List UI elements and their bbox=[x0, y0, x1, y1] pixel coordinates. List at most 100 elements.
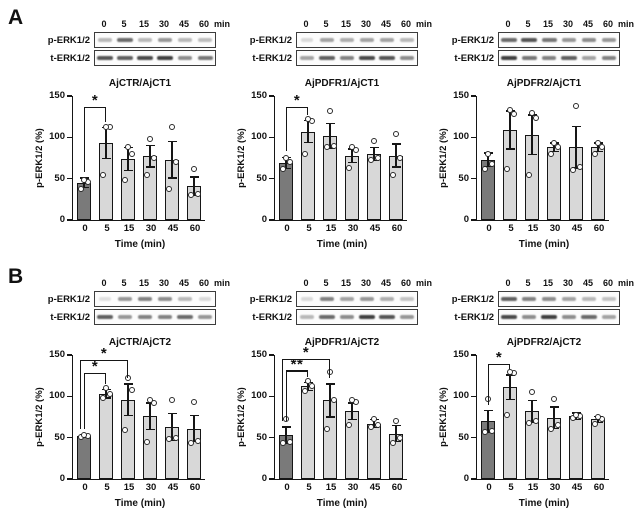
time-point-label: 60 bbox=[400, 278, 411, 288]
x-tick-label: 30 bbox=[347, 223, 359, 234]
data-point bbox=[81, 177, 87, 184]
data-point bbox=[99, 172, 106, 179]
data-point bbox=[143, 171, 150, 178]
blot-lane bbox=[539, 37, 559, 43]
blot-lane bbox=[95, 55, 115, 61]
blot-lane bbox=[397, 296, 417, 302]
blot-membrane bbox=[498, 291, 620, 307]
blot-lane bbox=[297, 314, 317, 320]
time-unit-label: min bbox=[416, 278, 433, 288]
blot-row: t-ERK1/2 bbox=[242, 50, 426, 66]
data-point bbox=[396, 155, 403, 161]
blot-lane bbox=[135, 55, 155, 61]
sig-asterisk: * bbox=[293, 92, 301, 110]
blot-row: p-ERK1/2 bbox=[40, 291, 224, 307]
bar bbox=[591, 419, 605, 479]
time-unit-label: min bbox=[214, 19, 231, 29]
error-bar-line bbox=[531, 400, 533, 422]
x-tick-label: 5 bbox=[104, 482, 110, 493]
blot-lane bbox=[579, 314, 599, 320]
sig-bracket-drop bbox=[306, 108, 308, 116]
y-axis: 0 50 100 150 bbox=[46, 350, 72, 484]
x-tick-label: 30 bbox=[145, 223, 157, 234]
error-bar-line bbox=[553, 143, 555, 152]
error-bar-line bbox=[575, 126, 577, 168]
data-point bbox=[485, 150, 491, 157]
blot-lane bbox=[357, 55, 377, 61]
protein-band bbox=[521, 37, 537, 43]
blot-lane bbox=[377, 296, 397, 302]
blot-lane bbox=[317, 37, 337, 43]
data-point bbox=[308, 383, 315, 390]
y-tick-mark bbox=[67, 219, 72, 221]
error-bar-line bbox=[193, 415, 195, 442]
data-point bbox=[367, 157, 374, 164]
y-axis-label-wrap: p-ERK1/2 (%) bbox=[34, 355, 46, 479]
blot-lane bbox=[317, 314, 337, 320]
protein-band bbox=[340, 296, 354, 302]
blot-membrane bbox=[94, 291, 216, 307]
chart-title: AjPDFR2/AjCT1 bbox=[506, 78, 582, 89]
blot-membrane bbox=[94, 32, 216, 48]
panel-b-label: B bbox=[8, 265, 24, 288]
blot-lane bbox=[599, 55, 619, 61]
protein-band bbox=[137, 55, 153, 61]
protein-band bbox=[540, 314, 558, 320]
blot-lane bbox=[155, 55, 175, 61]
error-bar-cap bbox=[167, 177, 177, 179]
data-point bbox=[279, 439, 286, 446]
data-point bbox=[576, 164, 583, 171]
blot-lane bbox=[539, 314, 559, 320]
error-bar-line bbox=[171, 141, 173, 178]
sig-bracket-drop bbox=[488, 364, 490, 405]
y-tick-label: 0 bbox=[463, 473, 469, 484]
y-axis-label-wrap: p-ERK1/2 (%) bbox=[236, 355, 248, 479]
data-point bbox=[150, 399, 157, 406]
error-bar-line bbox=[127, 383, 129, 416]
data-point bbox=[595, 414, 601, 420]
y-axis: 0 50 100 150 bbox=[46, 91, 72, 225]
blot-antibody-label: t-ERK1/2 bbox=[252, 311, 292, 323]
x-tick-label: 60 bbox=[593, 223, 605, 234]
error-bar-cap bbox=[325, 122, 335, 124]
protein-band bbox=[177, 314, 193, 320]
sig-bracket-drop bbox=[84, 108, 86, 173]
y-tick-label: 150 bbox=[251, 349, 267, 360]
data-point bbox=[529, 109, 535, 116]
chart-plot-area: p-ERK1/2 (%) 0 50 100 150 * * bbox=[34, 346, 224, 484]
blot-lane bbox=[499, 37, 519, 43]
blot-antibody-label: p-ERK1/2 bbox=[451, 293, 494, 305]
time-point-label: 45 bbox=[582, 19, 593, 29]
blot-antibody-label: t-ERK1/2 bbox=[454, 311, 494, 323]
y-tick-mark bbox=[471, 354, 476, 356]
protein-band bbox=[339, 314, 355, 320]
error-bar-cap bbox=[369, 427, 379, 429]
time-point-label: 15 bbox=[542, 278, 553, 288]
blot-lane bbox=[539, 296, 559, 302]
time-point-label: 30 bbox=[158, 278, 169, 288]
sig-bracket-drop bbox=[286, 108, 288, 152]
blot-time-header: 0 5 15 30 45 60 min bbox=[296, 18, 436, 30]
data-point bbox=[591, 420, 598, 427]
plot-box: ** * bbox=[274, 345, 407, 480]
data-point bbox=[525, 171, 532, 178]
y-tick-label: 0 bbox=[59, 214, 65, 225]
bar bbox=[99, 393, 113, 479]
error-bar-cap bbox=[391, 166, 401, 168]
blot-lane bbox=[195, 314, 215, 320]
blot-lane bbox=[519, 314, 539, 320]
time-point-label: 60 bbox=[400, 19, 411, 29]
x-tick-label: 15 bbox=[527, 223, 539, 234]
chart-plot-area: p-ERK1/2 (%) 0 50 100 150 * bbox=[438, 350, 628, 484]
blot-lane bbox=[377, 37, 397, 43]
y-tick-label: 100 bbox=[453, 131, 469, 143]
y-tick-mark bbox=[269, 95, 274, 97]
data-point bbox=[128, 150, 135, 157]
time-point-label: 0 bbox=[505, 19, 511, 29]
protein-band bbox=[501, 296, 517, 302]
blot-lane bbox=[175, 314, 195, 320]
time-point-label: 15 bbox=[138, 19, 149, 29]
data-point bbox=[330, 397, 337, 404]
protein-band bbox=[359, 55, 375, 61]
x-axis-label: Time (min) bbox=[518, 239, 570, 250]
